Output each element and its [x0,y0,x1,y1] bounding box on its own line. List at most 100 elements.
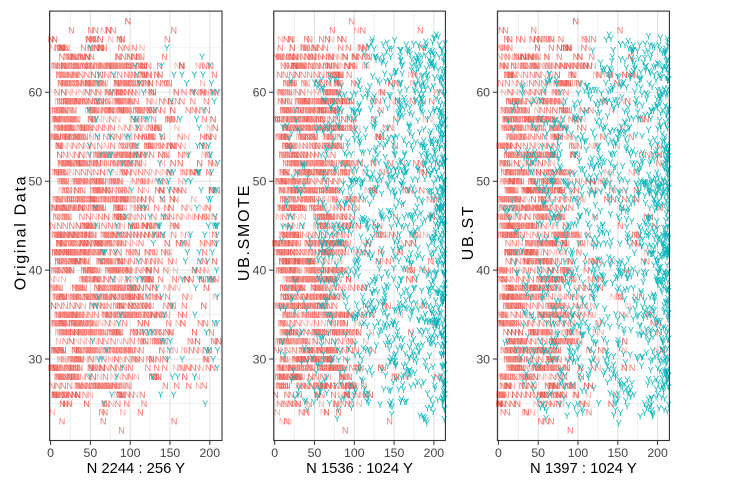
svg-text:N 1536 : 1024 Y: N 1536 : 1024 Y [306,461,413,477]
svg-text:NNNNNNNNNNNNNNNNNNNNNNNNNNN: NNNNNNNNNNNNNNNNNNNNNNNNNNN [278,363,386,373]
svg-text:NNNNNNNNNNNNNNNNNNNNNN: NNNNNNNNNNNNNNNNNNNNNN [282,310,367,320]
svg-text:NNNNNNNNNN: NNNNNNNNNN [282,79,402,89]
svg-text:NNNNNNNNNNNNNNNNNNNNNN: NNNNNNNNNNNNNNNNNNNNNN [54,123,163,133]
svg-text:N: N [125,17,132,27]
svg-text:NNNNNNNNNNN: NNNNNNNNNNN [51,114,143,124]
svg-text:NNNNNNNNNNNN: NNNNNNNNNNNN [56,265,209,275]
svg-text:NNN: NNN [103,212,126,222]
svg-text:NNNNNNNNNNNNNNNNNNNNNNN: NNNNNNNNNNNNNNNNNNNNNNN [272,239,347,249]
svg-text:NNNNNNNNNNNNNNN: NNNNNNNNNNNNNNN [277,203,441,213]
svg-text:50: 50 [308,446,322,460]
svg-text:NNNNNNNNNNNNNNN: NNNNNNNNNNNNNNN [275,132,381,142]
svg-text:40: 40 [29,263,43,277]
svg-text:NNNNNNNNNNN: NNNNNNNNNNN [503,34,596,44]
svg-text:N: N [323,408,330,418]
svg-text:NNNNNNNNNNNNNNN: NNNNNNNNNNNNNNN [281,283,363,293]
svg-text:60: 60 [476,86,490,100]
svg-text:NNNNNNNNNNNN: NNNNNNNNNNNN [510,283,603,293]
svg-text:N: N [353,25,360,35]
svg-text:N: N [342,425,349,435]
svg-text:NNNNNNNNNN: NNNNNNNNNN [280,97,401,107]
svg-text:NNNNNNNNNNNNNNN: NNNNNNNNNNNNNNN [59,79,206,89]
svg-text:50: 50 [253,175,267,189]
svg-text:NNNNN: NNNNN [300,345,354,355]
svg-text:NNNNNNNNNNNNNNNN: NNNNNNNNNNNNNNNN [61,194,197,204]
svg-text:N: N [105,25,112,35]
svg-text:NNNN: NNNN [68,337,222,347]
svg-text:60: 60 [253,86,267,100]
svg-text:NNNNNNNNNNNN: NNNNNNNNNNNN [503,328,582,338]
svg-text:NNNNNNNNNNNNNNNNNNNNNNN: NNNNNNNNNNNNNNNNNNNNNNN [504,185,640,195]
svg-text:NNNNNNN: NNNNNNN [277,363,384,373]
svg-text:NNNNNNNNNNNNNNNNNNNNNNNNNN: NNNNNNNNNNNNNNNNNNNNNNNNNN [498,230,642,240]
svg-text:NNNNNNNNNNNNNNNNNNNNNNNNNNNNNN: NNNNNNNNNNNNNNNNNNNNNNNNNNNNNNN [60,79,172,89]
svg-text:NNNNNNNNNNNNNNNNNN: NNNNNNNNNNNNNNNNNN [504,177,592,187]
svg-text:NNNNNNNNNNNNNN: NNNNNNNNNNNNNN [281,141,398,151]
svg-text:0: 0 [47,446,54,460]
svg-text:NNNNN: NNNNN [529,34,555,44]
svg-text:NNNNNNNN: NNNNNNNN [498,310,629,320]
svg-text:NNNNNNNNNNNNNNNNNNNNN: NNNNNNNNNNNNNNNNNNNNN [499,61,589,71]
svg-text:50: 50 [84,446,98,460]
svg-text:NNNNNNN: NNNNNNN [276,399,363,409]
svg-text:NNNNNN: NNNNNN [94,283,210,293]
svg-text:NNNNNNNNNNNNNNNNNNNNNNNNN: NNNNNNNNNNNNNNNNNNNNNNNNN [49,381,207,391]
svg-text:NNNNNNNNNNNNN: NNNNNNNNNNNNN [502,168,634,178]
svg-text:50: 50 [531,446,545,460]
svg-text:NNNNNNN: NNNNNNN [293,292,338,302]
svg-text:NNNNNNNNNNNNNNNNNN: NNNNNNNNNNNNNNNNNN [284,159,405,169]
svg-text:NNNNNNNNNNNNNNNN: NNNNNNNNNNNNNNNN [67,354,210,364]
svg-text:NNNNN: NNNNN [49,43,145,53]
svg-text:100: 100 [344,446,365,460]
svg-text:NNNNNNNNNNNNNNNNNNNNNNNNNNNNNN: NNNNNNNNNNNNNNNNNNNNNNNNNNNNNNNNNNNNNN [51,61,214,71]
svg-text:NNNNNNNNNNNNNNNNNNN: NNNNNNNNNNNNNNNNNNN [56,168,212,178]
svg-text:NNNNNNNNNNNNNNNNNNN: NNNNNNNNNNNNNNNNNNN [497,390,619,400]
svg-text:NNNNNNNNNNNNNNNNNN: NNNNNNNNNNNNNNNNNN [497,274,604,284]
svg-text:NNNNNNNNNNNNNNNNNNNNN: NNNNNNNNNNNNNNNNNNNNN [280,168,425,178]
svg-text:NNNNNNN: NNNNNNN [69,328,197,338]
svg-text:NNNNNNNNN: NNNNNNNNN [69,239,138,249]
svg-text:YYYYYYYYYY: YYYYYYYYYY [93,221,220,231]
svg-text:NNNNNNNNNNNN: NNNNNNNNNNNN [54,43,137,53]
svg-text:NN: NN [100,25,112,35]
svg-text:YYY: YYY [150,239,219,249]
svg-text:NNNNNNNN: NNNNNNNN [496,194,586,204]
svg-text:NNNNNN: NNNNNN [277,132,335,142]
svg-text:NNNNNNNNNNNNNNNNNNNNNNNNNNNNNN: NNNNNNNNNNNNNNNNNNNNNNNNNNNNNN [50,345,212,355]
svg-text:NNNNNNNNNNN: NNNNNNNNNNN [495,399,590,409]
svg-text:NNNNNNNNNNNNNNNNNNNNNNNNNN: NNNNNNNNNNNNNNNNNNNNNNNNNN [502,114,649,124]
svg-text:NNNNNNNNNNNNNNNNNNNNNNNNN: NNNNNNNNNNNNNNNNNNNNNNNNN [55,203,211,213]
svg-text:N: N [510,123,517,133]
svg-text:NNNNNNNNNNNNNNNNNNNNNNNNN: NNNNNNNNNNNNNNNNNNNNNNNNN [56,257,207,267]
svg-text:NNNNNNNNNNNNNNNNNN: NNNNNNNNNNNNNNNNNN [273,345,377,355]
svg-text:NNN: NNN [299,43,323,53]
svg-text:NNNNNNNNNNNNNN: NNNNNNNNNNNNNN [275,337,369,347]
svg-text:NNNNNNNNNNNNNNNNNNNNNNNNNNNNN: NNNNNNNNNNNNNNNNNNNNNNNNNNNNN [56,97,209,107]
svg-text:YYYY: YYYY [96,292,220,302]
svg-text:YYYY: YYYY [92,203,200,213]
svg-text:NNNN: NNNN [52,345,77,355]
svg-text:NNNNNNN: NNNNNNN [280,292,335,302]
svg-text:NNNNNNNNNNNNNN: NNNNNNNNNNNNNN [507,97,608,107]
svg-text:NNNNNNNNNNNNNNNNNNNNN: NNNNNNNNNNNNNNNNNNNNN [80,274,219,284]
svg-text:Original Data: Original Data [12,175,29,290]
svg-text:NNNNNNNNNNNNN: NNNNNNNNNNNNN [497,79,581,89]
svg-text:NNNNNNNNNNNNNNNNN: NNNNNNNNNNNNNNNNN [50,105,205,115]
svg-text:NNNNNNN: NNNNNNN [80,301,154,311]
svg-text:NNNN: NNNN [274,408,326,418]
svg-text:NNNNNNN: NNNNNNN [510,363,627,373]
svg-text:UB.SMOTE: UB.SMOTE [236,184,253,281]
svg-text:NNNNNNNNNNNNN: NNNNNNNNNNNNN [282,212,399,222]
svg-text:N: N [523,408,530,418]
svg-text:NNNNNNNNNN: NNNNNNNNNN [525,257,616,267]
svg-text:N: N [342,319,349,329]
svg-text:NNNNNNNNNNN: NNNNNNNNNNN [299,221,383,231]
svg-text:NNNNNNNNN: NNNNNNNNN [497,372,550,382]
svg-text:NN: NN [524,372,538,382]
svg-text:NNNNNNNNNNNNNNNNNNNNNNNNN: NNNNNNNNNNNNNNNNNNNNNNNNN [59,177,169,187]
svg-text:NNNNNNNNN: NNNNNNNNN [280,257,388,267]
svg-text:NNNNN: NNNNN [511,390,579,400]
svg-text:50: 50 [476,175,490,189]
svg-text:NNNNNNNNNN: NNNNNNNNNN [53,123,213,133]
svg-text:NNNNNNNNNNNN: NNNNNNNNNNNN [503,70,639,80]
